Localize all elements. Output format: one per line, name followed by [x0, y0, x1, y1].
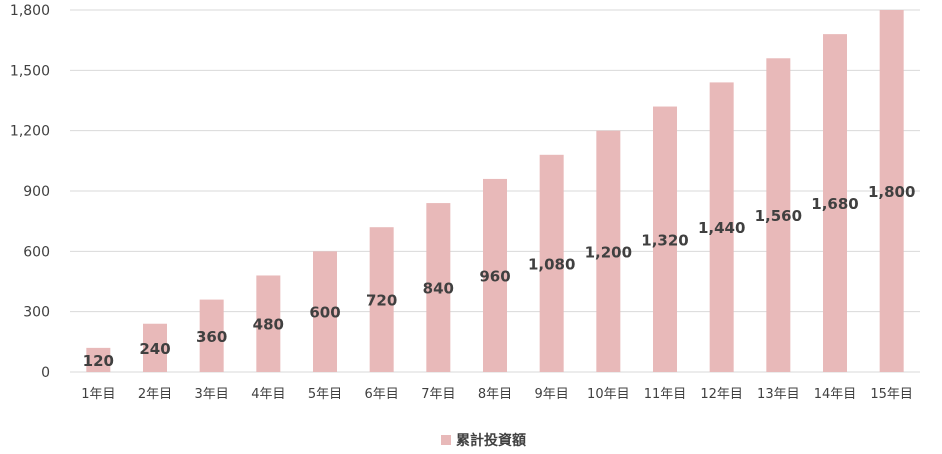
x-tick-label: 7年目 — [421, 387, 455, 402]
y-axis-ticks: 0 300 600 900 1,200 1,500 1,800 — [10, 3, 50, 381]
x-tick-label: 2年目 — [138, 387, 172, 402]
data-label: 960 — [479, 267, 510, 285]
bar — [539, 154, 564, 372]
data-labels: 120 240 360 480 600 720 840 960 1,080 1,200 1,320 1… — [83, 183, 916, 370]
bar — [653, 106, 677, 373]
x-axis-ticks: 1年目 2年目 3年目 4年目 5年目 6年目 7年目 8年目 9年目 10年目 11年目 12年目 1… — [81, 387, 913, 402]
x-tick-label: 9年目 — [535, 387, 569, 402]
data-label: 480 — [253, 316, 284, 334]
x-tick-label: 14年目 — [814, 387, 857, 402]
y-tick-label: 0 — [41, 365, 50, 381]
data-label: 120 — [83, 352, 114, 370]
x-tick-label: 10年目 — [587, 387, 630, 402]
bar — [426, 203, 451, 372]
x-tick-label: 13年目 — [757, 387, 800, 402]
x-tick-label: 3年目 — [195, 387, 229, 402]
data-label: 720 — [366, 292, 397, 310]
bar — [596, 130, 621, 372]
x-tick-label: 15年目 — [870, 387, 913, 402]
bar — [879, 10, 904, 372]
data-label: 1,320 — [641, 231, 688, 249]
y-tick-label: 1,500 — [10, 63, 50, 79]
data-label: 360 — [196, 328, 227, 346]
bar — [823, 34, 847, 373]
x-tick-label: 12年目 — [700, 387, 743, 402]
bar — [483, 178, 507, 372]
bar — [256, 275, 281, 372]
bar — [709, 82, 734, 373]
y-tick-label: 300 — [23, 305, 50, 321]
y-tick-label: 1,800 — [10, 3, 50, 19]
data-label: 1,560 — [755, 207, 802, 225]
bar — [199, 299, 224, 372]
data-label: 1,080 — [528, 255, 575, 273]
data-label: 840 — [423, 280, 454, 298]
data-label: 600 — [309, 304, 340, 322]
bar — [313, 251, 337, 372]
legend: 累計投資額 — [441, 432, 526, 449]
data-label: 1,200 — [585, 243, 632, 261]
data-label: 1,680 — [811, 195, 858, 213]
data-label: 240 — [139, 340, 170, 358]
bars — [86, 10, 904, 373]
legend-swatch — [441, 435, 451, 445]
data-label: 1,800 — [868, 183, 915, 201]
x-tick-label: 11年目 — [644, 387, 687, 402]
bar — [86, 347, 111, 372]
legend-label: 累計投資額 — [456, 432, 526, 449]
y-tick-label: 900 — [23, 184, 50, 200]
y-tick-label: 600 — [23, 244, 50, 260]
bar — [766, 58, 791, 373]
x-tick-label: 6年目 — [365, 387, 399, 402]
y-tick-label: 1,200 — [10, 124, 50, 140]
data-label: 1,440 — [698, 219, 745, 237]
bar — [369, 227, 394, 372]
x-tick-label: 1年目 — [81, 387, 115, 402]
x-tick-label: 8年目 — [478, 387, 512, 402]
bar — [143, 323, 167, 372]
x-tick-label: 5年目 — [308, 387, 342, 402]
x-tick-label: 4年目 — [251, 387, 285, 402]
